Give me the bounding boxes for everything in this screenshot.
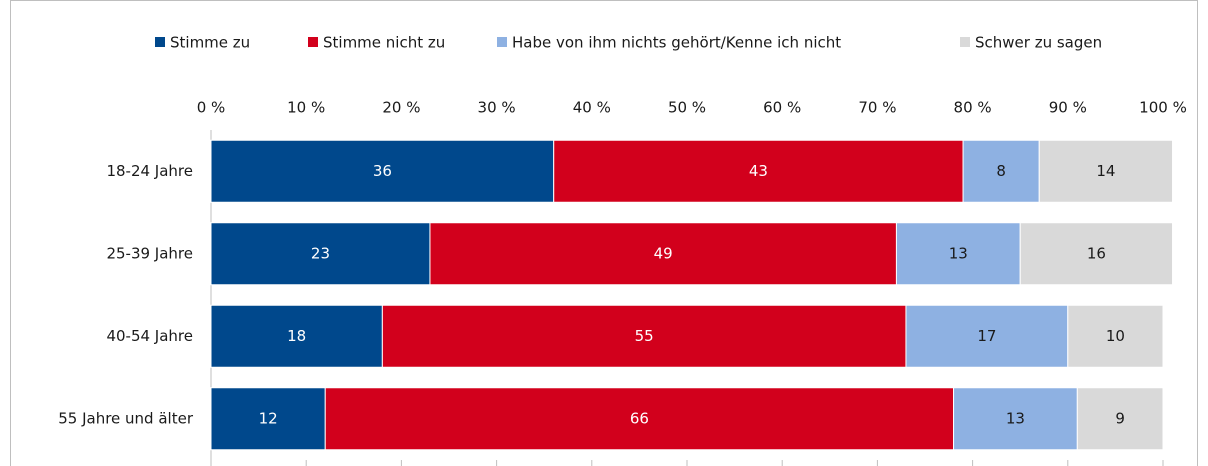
data-label: 9 [1115,409,1125,427]
x-tick-label: 20 % [382,99,420,117]
y-tick-label: 18-24 Jahre [106,162,193,180]
bar-segment [905,304,1069,368]
x-tick-label: 80 % [954,99,992,117]
data-label: 43 [749,162,768,180]
data-label: 14 [1096,162,1115,180]
bar-segment [324,387,955,451]
data-label: 66 [630,409,649,427]
data-label: 55 [635,327,654,345]
bar-segment [553,139,964,203]
legend-label: Stimme zu [170,34,250,52]
legend-swatch [960,37,970,47]
bar-segment [962,139,1040,203]
bar-segment [429,222,897,286]
bar-segment [953,387,1078,451]
x-tick-label: 70 % [858,99,896,117]
y-tick-label: 25-39 Jahre [106,244,193,262]
x-tick-label: 90 % [1049,99,1087,117]
y-tick-label: 55 Jahre und älter [58,409,194,427]
bar-segment [1076,387,1164,451]
data-label: 12 [259,409,278,427]
x-tick-label: 30 % [478,99,516,117]
bar-segment [210,139,555,203]
bar-segment [210,387,326,451]
data-label: 13 [949,244,968,262]
legend-label: Habe von ihm nichts gehört/Kenne ich nic… [512,34,841,52]
bar-segment [210,222,431,286]
x-tick-label: 100 % [1139,99,1187,117]
legend-swatch [497,37,507,47]
bar-segment [1038,139,1174,203]
chart-frame [10,0,1198,466]
bar-segment [895,222,1021,286]
data-label: 8 [996,162,1006,180]
data-label: 17 [977,327,996,345]
x-tick-label: 10 % [287,99,325,117]
legend-swatch [308,37,318,47]
legend-label: Schwer zu sagen [975,34,1102,52]
bar-segment [1067,304,1164,368]
legend-swatch [155,37,165,47]
legend-label: Stimme nicht zu [323,34,445,52]
data-label: 18 [287,327,306,345]
y-tick-label: 40-54 Jahre [106,327,193,345]
x-tick-label: 50 % [668,99,706,117]
data-label: 10 [1106,327,1125,345]
data-label: 36 [373,162,392,180]
bar-segment [210,304,383,368]
x-tick-label: 0 % [197,99,226,117]
bar-segment [1019,222,1174,286]
data-label: 49 [654,244,673,262]
x-tick-label: 40 % [573,99,611,117]
data-label: 13 [1006,409,1025,427]
x-tick-label: 60 % [763,99,801,117]
data-label: 23 [311,244,330,262]
data-label: 16 [1087,244,1106,262]
bar-segment [381,304,907,368]
